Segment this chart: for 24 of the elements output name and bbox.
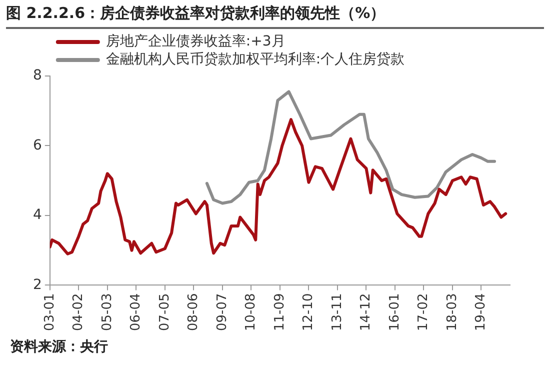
legend-label: 金融机构人民币贷款加权平均利率:个人住房贷款 [106,52,405,68]
x-tick-label: 14-12 [358,293,374,332]
x-tick-label: 19-04 [474,293,489,332]
y-tick-label: 6 [32,137,42,154]
x-tick-label: 05-03 [100,293,115,332]
x-tick-label: 10-08 [244,293,259,332]
legend-label: 房地产企业债券收益率:+3月 [106,34,286,50]
x-tick-label: 04-02 [71,293,86,332]
x-tick-label: 13-11 [330,293,345,332]
x-tick-label: 16-01 [387,293,402,332]
x-tick-label: 18-03 [444,293,460,332]
x-tick-label: 11-09 [272,293,288,332]
x-tick-label: 12-10 [301,293,316,332]
y-tick-label: 2 [32,276,42,293]
y-tick-label: 4 [32,207,42,224]
chart-title: 图 2.2.2.6：房企债券收益率对贷款利率的领先性（%） [6,4,544,29]
y-tick-label: 8 [32,68,42,84]
x-tick-label: 03-01 [42,293,58,332]
x-tick-label: 07-05 [157,293,172,332]
x-tick-label: 17-02 [416,293,432,332]
x-tick-label: 06-04 [128,293,144,332]
text: 资料来源：央行 [10,338,108,356]
x-tick-label: 09-07 [214,293,230,332]
x-tick-label: 08-06 [186,293,202,332]
